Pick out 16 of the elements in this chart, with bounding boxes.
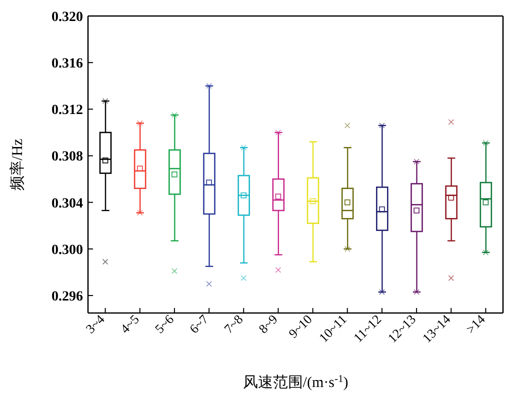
x-tick-label: 4~5 xyxy=(117,312,142,336)
y-tick-label: 0.316 xyxy=(52,56,83,72)
y-tick-label: 0.320 xyxy=(52,10,83,25)
x-tick-label: 7~8 xyxy=(220,312,246,336)
x-axis-title: 风速范围/(m·s$^{-1}$) xyxy=(242,374,348,391)
x-tick-label: 3~4 xyxy=(82,311,108,336)
y-tick-label: 0.312 xyxy=(52,103,83,118)
x-tick-label: 6~7 xyxy=(186,311,212,336)
x-tick-label: 8~9 xyxy=(256,312,280,336)
y-axis-title: 频率/Hz xyxy=(9,138,26,190)
x-tick-label: >14 xyxy=(462,311,488,337)
y-tick-label: 0.300 xyxy=(52,242,83,258)
y-tick-label: 0.296 xyxy=(52,290,83,304)
x-tick-label: 5~6 xyxy=(152,311,177,336)
y-tick-label: 0.308 xyxy=(52,150,83,165)
y-tick-label: 0.304 xyxy=(52,196,83,212)
